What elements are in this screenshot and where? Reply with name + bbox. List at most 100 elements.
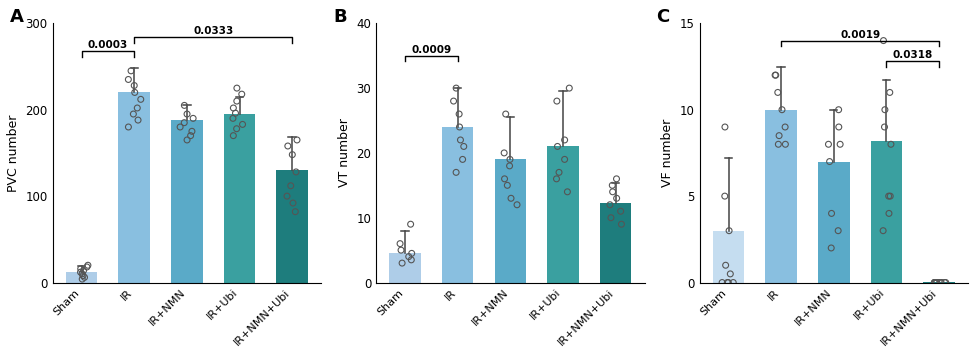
Bar: [713, 231, 744, 282]
Text: 0.0003: 0.0003: [88, 40, 128, 50]
Point: [604, 183, 620, 188]
Point: [778, 142, 794, 147]
Point: [928, 280, 944, 285]
Point: [73, 266, 89, 272]
Text: 0.0009: 0.0009: [411, 45, 451, 55]
Bar: [223, 114, 255, 282]
Point: [550, 144, 566, 149]
Point: [831, 107, 846, 113]
Point: [179, 137, 195, 143]
Point: [604, 189, 620, 195]
Point: [225, 115, 241, 121]
Point: [280, 143, 295, 149]
Point: [557, 156, 572, 162]
Point: [721, 280, 736, 285]
Point: [926, 280, 942, 285]
Point: [876, 228, 891, 234]
Point: [557, 137, 572, 143]
Point: [777, 124, 793, 130]
Point: [927, 280, 943, 285]
Point: [502, 156, 518, 162]
Text: A: A: [10, 8, 23, 26]
Point: [718, 262, 733, 268]
Point: [549, 98, 565, 104]
Point: [499, 183, 515, 188]
Point: [448, 170, 464, 175]
Point: [608, 195, 624, 201]
Point: [229, 85, 245, 91]
Point: [127, 83, 142, 88]
Point: [833, 142, 848, 147]
Point: [279, 193, 294, 199]
Point: [771, 133, 787, 138]
Point: [229, 126, 245, 132]
Point: [717, 193, 732, 199]
Point: [456, 144, 472, 149]
Point: [394, 260, 410, 266]
Point: [604, 215, 619, 221]
Point: [613, 209, 629, 214]
Point: [767, 72, 783, 78]
Point: [403, 221, 418, 227]
Bar: [171, 120, 203, 282]
Bar: [765, 110, 797, 282]
Point: [404, 257, 419, 263]
Point: [80, 262, 96, 268]
Point: [179, 111, 195, 117]
Point: [289, 169, 304, 175]
Point: [498, 111, 514, 117]
Point: [715, 280, 730, 285]
Point: [770, 142, 786, 147]
Point: [928, 280, 944, 285]
Point: [452, 137, 468, 143]
Point: [560, 189, 575, 195]
Point: [938, 280, 954, 285]
Point: [774, 107, 790, 113]
Point: [225, 133, 241, 138]
Bar: [600, 203, 632, 282]
Point: [401, 254, 416, 259]
Point: [718, 124, 733, 130]
Point: [451, 124, 467, 130]
Point: [182, 133, 198, 138]
Point: [822, 159, 838, 164]
Point: [73, 269, 89, 275]
Point: [228, 110, 244, 116]
Point: [722, 271, 738, 277]
Point: [496, 176, 512, 182]
Bar: [871, 141, 902, 282]
Point: [831, 124, 846, 130]
Point: [824, 211, 839, 216]
Point: [176, 120, 192, 126]
Point: [75, 273, 91, 279]
Point: [613, 221, 629, 227]
Point: [562, 85, 577, 91]
Point: [392, 241, 408, 246]
Y-axis label: PVC number: PVC number: [7, 114, 20, 192]
Point: [131, 117, 146, 123]
Point: [496, 150, 512, 156]
Point: [225, 105, 241, 111]
Point: [404, 251, 419, 256]
Point: [121, 124, 137, 130]
Point: [881, 211, 897, 216]
Point: [130, 105, 145, 111]
Point: [768, 72, 784, 78]
Point: [880, 193, 896, 199]
Point: [286, 200, 301, 206]
Point: [126, 111, 141, 117]
Point: [74, 276, 90, 282]
Bar: [818, 161, 849, 282]
Bar: [118, 92, 150, 282]
Point: [234, 91, 250, 97]
Point: [185, 115, 201, 121]
Bar: [276, 170, 308, 282]
Point: [76, 268, 92, 273]
Text: 0.0333: 0.0333: [193, 26, 233, 36]
Point: [876, 38, 891, 44]
Point: [883, 142, 899, 147]
Point: [288, 209, 303, 215]
Point: [821, 142, 837, 147]
Point: [285, 152, 300, 158]
Point: [393, 247, 409, 253]
